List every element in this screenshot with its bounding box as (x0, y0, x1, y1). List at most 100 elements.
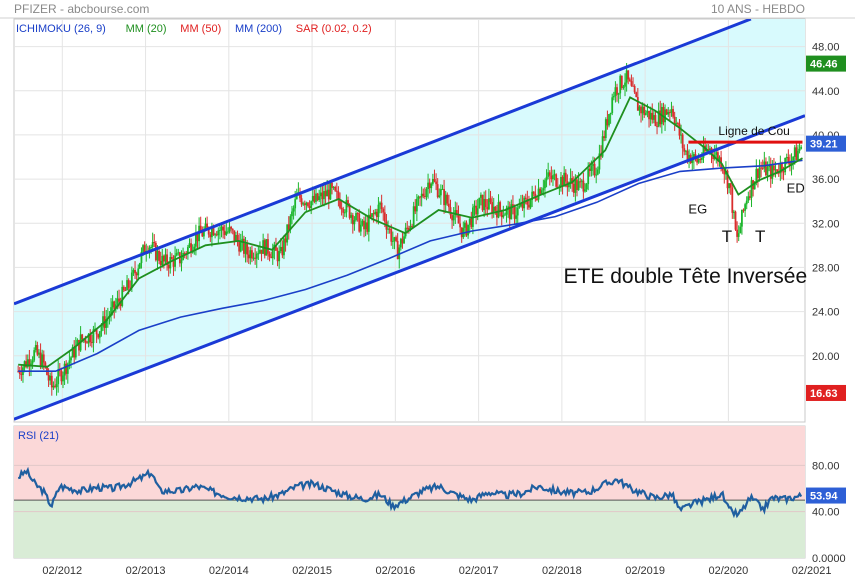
rsi-title: RSI (21) (18, 430, 59, 442)
candle-body (220, 226, 223, 230)
candle-body (294, 199, 297, 209)
candle-body (632, 85, 634, 87)
candle-body (215, 234, 218, 236)
candle-body (635, 92, 638, 98)
rsi-ytick-label: 40.00 (812, 507, 840, 519)
candle-body (143, 245, 146, 254)
candle-body (486, 207, 489, 210)
x-tick-label: 02/2014 (209, 565, 249, 577)
candle-body (617, 93, 620, 95)
candle-body (550, 175, 553, 180)
candle-body (403, 236, 405, 244)
candle-body (686, 150, 689, 161)
candle-body (745, 200, 748, 205)
candle-body (758, 167, 761, 179)
candle-body (737, 233, 740, 237)
candle-body (790, 160, 793, 166)
candle-body (92, 329, 95, 344)
candle-body (505, 208, 508, 215)
candle-body (628, 79, 631, 82)
candle-body (122, 286, 125, 291)
candle-body (568, 182, 570, 188)
candle-body (65, 363, 68, 374)
candle-body (148, 247, 151, 252)
candle-body (476, 208, 479, 215)
candle-body (420, 193, 423, 198)
candle-body (39, 352, 42, 367)
candle-body (172, 258, 175, 267)
candle-body (358, 213, 361, 232)
candle-body (375, 211, 378, 218)
candle-body (455, 210, 458, 216)
candle-body (654, 115, 657, 127)
candle-body (524, 197, 527, 199)
candle-body (587, 168, 590, 185)
candle-body (464, 222, 466, 228)
candle-body (244, 243, 247, 254)
candle-body (484, 199, 487, 208)
candle-body (223, 230, 226, 235)
candle-body (113, 301, 116, 309)
candle-body (460, 227, 463, 238)
candle-body (425, 189, 428, 197)
candle-body (329, 182, 332, 200)
candle-body (574, 179, 577, 193)
candle-body (761, 167, 764, 169)
period-low-badge: 16.63 (810, 388, 838, 400)
candle-body (219, 229, 221, 231)
candle-body (327, 189, 330, 200)
rsi-ytick-label: 80.00 (812, 460, 840, 472)
candle-body (449, 207, 452, 216)
candle-body (537, 188, 540, 200)
candle-body (427, 182, 429, 190)
candle-body (251, 250, 253, 259)
candle-body (278, 251, 281, 262)
candle-body (281, 246, 284, 256)
candle-body (372, 213, 375, 215)
candle-body (620, 75, 623, 88)
candle-body (323, 191, 325, 200)
candle-body (260, 249, 263, 254)
candle-body (446, 194, 449, 204)
candle-body (611, 97, 614, 114)
candle-body (513, 206, 516, 219)
candle-body (668, 112, 671, 114)
candle-body (604, 119, 607, 138)
candle-body (127, 280, 130, 288)
candle-body (393, 237, 396, 241)
candle-body (399, 238, 402, 248)
rsi-line (17, 466, 803, 519)
candle-body (729, 183, 732, 188)
candle-body (494, 206, 497, 211)
candle-body (137, 268, 140, 276)
candle-body (688, 154, 690, 161)
candle-body (73, 347, 76, 358)
candle-body (665, 109, 668, 115)
candle-body (316, 193, 319, 201)
candle-body (158, 250, 160, 261)
candle-body (270, 256, 273, 259)
candle-body (161, 255, 164, 265)
candle-body (366, 222, 369, 232)
candle-body (649, 112, 652, 120)
candle-body (715, 152, 718, 155)
candle-body (134, 269, 136, 274)
candle-body (315, 193, 317, 202)
candle-body (576, 179, 578, 191)
candle-body (259, 249, 261, 254)
candle-body (335, 190, 338, 192)
candle-body (289, 216, 292, 230)
candle-body (188, 243, 191, 248)
candle-body (652, 115, 655, 120)
candle-body (383, 212, 386, 222)
candle-body (319, 192, 322, 197)
candle-body (303, 203, 306, 206)
candle-body (504, 214, 506, 216)
candle-body (42, 354, 45, 363)
candle-body (246, 243, 249, 255)
candle-body (257, 253, 260, 255)
candle-body (681, 134, 684, 149)
candle-body (544, 180, 546, 189)
candle-body (670, 109, 673, 113)
